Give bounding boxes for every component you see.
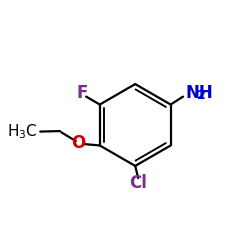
Text: Cl: Cl [129, 174, 147, 192]
Text: NH: NH [186, 84, 213, 102]
Text: 2: 2 [197, 89, 205, 102]
Text: F: F [77, 84, 88, 102]
Text: O: O [72, 134, 86, 152]
Text: H$_3$C: H$_3$C [7, 122, 38, 141]
